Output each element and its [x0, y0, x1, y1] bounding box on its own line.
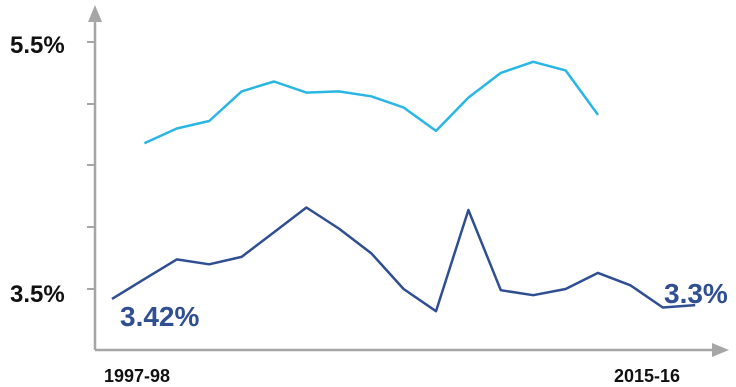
y-tick-label-top: 5.5% [10, 32, 65, 59]
data-label-start: 3.42% [120, 301, 199, 332]
series-layer [111, 60, 696, 313]
series-lower-line [111, 206, 696, 313]
x-tick-label-end: 2015-16 [614, 366, 680, 386]
axes [87, 5, 729, 357]
series-upper-line [143, 60, 600, 145]
x-tick-label-start: 1997-98 [104, 366, 170, 386]
data-label-end: 3.3% [664, 278, 728, 309]
y-tick-label-bottom: 3.5% [10, 281, 65, 308]
x-axis-arrow-icon [712, 343, 729, 357]
y-axis-arrow-icon [88, 5, 102, 22]
